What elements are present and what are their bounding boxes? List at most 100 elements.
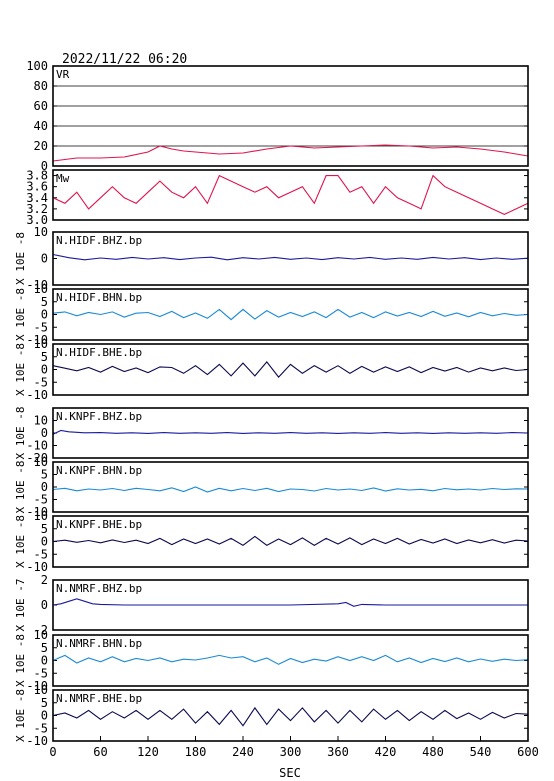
series-line-3 — [52, 308, 529, 321]
y-tick-label: 3.0 — [26, 213, 48, 227]
panel-1: 3.83.63.43.23.0 Mw — [26, 169, 529, 227]
series-line-1 — [52, 174, 529, 216]
series-line-7 — [52, 535, 529, 546]
panel-title: N.HIDF.BHZ.bp — [56, 234, 142, 247]
panel-frame — [52, 461, 529, 513]
y-tick-label: -5 — [34, 721, 48, 735]
y-tick-label: 10 — [34, 414, 48, 428]
y-tick-label: -10 — [26, 333, 48, 347]
y-axis-label: X 10E -7 — [14, 579, 27, 632]
y-tick-label: 3.8 — [26, 169, 48, 183]
y-tick-label: 5 — [41, 641, 48, 655]
y-tick-label: -10 — [26, 388, 48, 402]
panel-title: N.NMRF.BHN.bp — [56, 637, 142, 650]
y-tick-label: -10 — [26, 734, 48, 748]
panels-group: 100806040200VR3.83.63.43.23.0Mw100-10N.H… — [14, 59, 529, 748]
y-tick-label: 5 — [41, 295, 48, 309]
x-tick-label: 600 — [517, 745, 539, 759]
panel-5: 100-10-20 N.KNPF.BHZ.bp X 10E -8 — [14, 407, 529, 465]
y-tick-label: -5 — [34, 666, 48, 680]
y-tick-label: 0 — [41, 598, 48, 612]
series-line-2 — [52, 253, 529, 261]
panel-title: VR — [56, 68, 70, 81]
y-tick-label: -10 — [26, 278, 48, 292]
panel-frame — [52, 343, 529, 396]
series-line-8 — [52, 598, 528, 607]
y-tick-label: 10 — [34, 509, 48, 523]
y-tick-label: 10 — [34, 225, 48, 239]
y-tick-label: 0 — [41, 654, 48, 668]
y-tick-label: 10 — [34, 337, 48, 351]
y-axis-label: X 10E -8 — [14, 634, 27, 687]
datetime-title: 2022/11/22 06:20 — [62, 52, 187, 67]
y-tick-label: 40 — [34, 119, 48, 133]
y-axis-label: X 10E -8 — [14, 232, 27, 285]
y-axis-label: X 10E -8 — [14, 288, 27, 341]
y-tick-label: -10 — [26, 439, 48, 453]
panel-title: N.NMRF.BHZ.bp — [56, 582, 142, 595]
y-tick-label: 0 — [41, 426, 48, 440]
panel-frame — [52, 288, 529, 341]
panel-8: 2 0 -2 N.NMRF.BHZ.bp X 10E -7 — [14, 573, 529, 637]
y-tick-label: 3.4 — [26, 191, 48, 205]
series-line-4 — [52, 361, 529, 378]
panel-title: N.NMRF.BHE.bp — [56, 692, 142, 705]
y-tick-label: 0 — [41, 159, 48, 173]
panel-title: N.KNPF.BHZ.bp — [56, 410, 142, 423]
panel-title: N.HIDF.BHE.bp — [56, 346, 142, 359]
y-tick-label: -5 — [34, 375, 48, 389]
y-tick-label: 5 — [41, 468, 48, 482]
panel-title: N.HIDF.BHN.bp — [56, 291, 142, 304]
x-tick-label: 240 — [232, 745, 254, 759]
panel-0: 100 80 60 40 20 0 VR — [26, 59, 529, 173]
y-axis-label: X 10E -8 — [14, 407, 27, 460]
series-line-9 — [52, 654, 529, 665]
panel-frame — [52, 407, 529, 459]
y-tick-label: 0 — [41, 363, 48, 377]
y-tick-label: 10 — [34, 683, 48, 697]
x-tick-label: 540 — [470, 745, 492, 759]
panel-frame — [52, 634, 529, 687]
x-tick-label: 120 — [137, 745, 159, 759]
panel-frame — [52, 169, 529, 221]
y-axis-label: X 10E -8 — [14, 515, 27, 568]
x-tick-label: 180 — [185, 745, 207, 759]
y-tick-label: 60 — [34, 99, 48, 113]
y-tick-label: -2 — [34, 623, 48, 637]
x-axis: 0 60 120 180 240 300 360 420 480 540 600 — [49, 736, 539, 759]
panel-frame — [52, 579, 529, 631]
x-tick-label: 60 — [93, 745, 107, 759]
y-tick-label: -5 — [34, 547, 48, 561]
y-axis-label: X 10E -8 — [14, 343, 27, 396]
y-axis-label: X 10E -8 — [14, 461, 27, 514]
y-tick-label: 0 — [41, 480, 48, 494]
y-tick-label: -5 — [34, 320, 48, 334]
panel-title: Mw — [56, 172, 70, 185]
panel-frame — [52, 65, 529, 167]
y-tick-label: -20 — [26, 451, 48, 465]
y-tick-label: 10 — [34, 455, 48, 469]
panel-title: N.KNPF.BHE.bp — [56, 518, 142, 531]
series-line-0 — [52, 144, 529, 162]
y-tick-label: -5 — [34, 493, 48, 507]
y-tick-label: -10 — [26, 560, 48, 574]
series-line-6 — [52, 486, 529, 493]
y-tick-label: 5 — [41, 696, 48, 710]
y-tick-label: 2 — [41, 573, 48, 587]
y-tick-label: 3.6 — [26, 180, 48, 194]
y-tick-label: -10 — [26, 505, 48, 519]
panel-title: N.KNPF.BHN.bp — [56, 464, 142, 477]
y-tick-label: 80 — [34, 79, 48, 93]
x-tick-label: 480 — [422, 745, 444, 759]
x-tick-label: 420 — [375, 745, 397, 759]
y-tick-label: 0 — [41, 308, 48, 322]
panel-frame — [52, 515, 529, 568]
y-tick-label: 20 — [34, 139, 48, 153]
y-tick-label: 3.2 — [26, 202, 48, 216]
